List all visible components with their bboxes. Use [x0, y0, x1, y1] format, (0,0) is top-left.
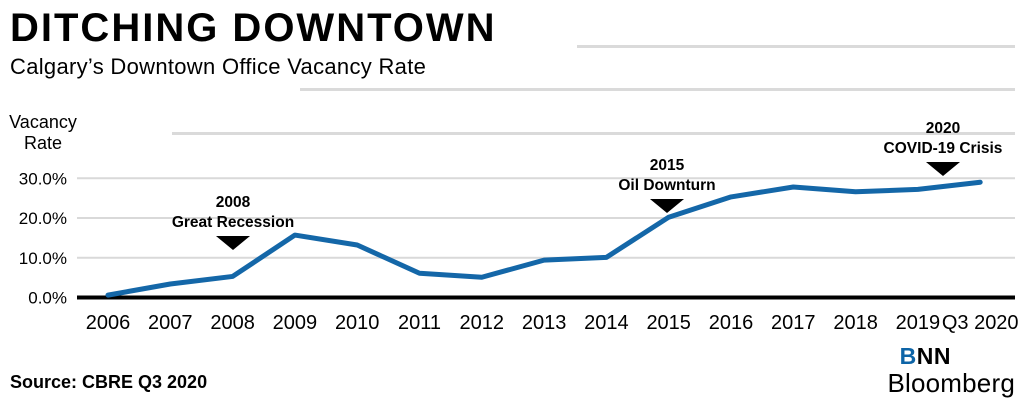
x-tick-label: 2006: [86, 312, 131, 334]
annotation-year: 2020: [926, 120, 960, 137]
annotation-label: Great Recession: [172, 214, 294, 231]
y-axis-title-line1: Vacancy: [9, 112, 77, 132]
x-tick-label: Q3 2020: [942, 312, 1019, 334]
logo-bnn-b: B: [899, 343, 917, 369]
y-tick-label: 10.0%: [19, 249, 67, 268]
logo-bloomberg: Bloomberg: [887, 368, 1015, 398]
x-tick-label: 2015: [646, 312, 691, 334]
x-tick-label: 2012: [460, 312, 505, 334]
logo-bnn: BNN: [887, 345, 1015, 368]
logo-bnn-nn: NN: [916, 343, 951, 369]
annotation-year: 2015: [650, 157, 685, 174]
x-tick-label: 2019: [896, 312, 941, 334]
annotation-label: Oil Downturn: [618, 177, 715, 194]
y-axis-title: Vacancy Rate: [0, 112, 86, 154]
x-tick-label: 2008: [210, 312, 255, 334]
y-tick-label: 0.0%: [28, 289, 67, 308]
vacancy-rate-series-line: [105, 179, 983, 298]
annotation-marker-triangle-icon: [926, 162, 960, 176]
y-tick-label: 20.0%: [19, 209, 67, 228]
x-tick-label: 2017: [771, 312, 816, 334]
x-tick-label: 2016: [709, 312, 754, 334]
decorative-rule-middle: [300, 88, 1015, 91]
chart-subtitle: Calgary’s Downtown Office Vacancy Rate: [10, 54, 427, 79]
chart-title: DITCHING DOWNTOWN: [10, 6, 497, 50]
y-axis-title-line2: Rate: [23, 133, 63, 153]
x-tick-label: 2010: [335, 312, 380, 334]
x-tick-label: 2014: [584, 312, 629, 334]
annotation-marker-triangle-icon: [216, 236, 250, 250]
source-credit: Source: CBRE Q3 2020: [10, 372, 208, 392]
x-tick-label: 2013: [522, 312, 567, 334]
decorative-rule-bottom: [172, 132, 1015, 135]
bnn-bloomberg-logo: BNN Bloomberg: [887, 345, 1015, 398]
x-tick-label: 2009: [273, 312, 318, 334]
annotation-label: COVID-19 Crisis: [884, 140, 1003, 157]
decorative-rule-top: [577, 45, 1015, 48]
annotation-marker-triangle-icon: [650, 199, 684, 213]
x-tick-label: 2007: [148, 312, 193, 334]
x-tick-label: 2018: [833, 312, 878, 334]
x-tick-label: 2011: [398, 312, 441, 334]
y-tick-label: 30.0%: [19, 169, 67, 188]
annotation-year: 2008: [216, 194, 251, 211]
